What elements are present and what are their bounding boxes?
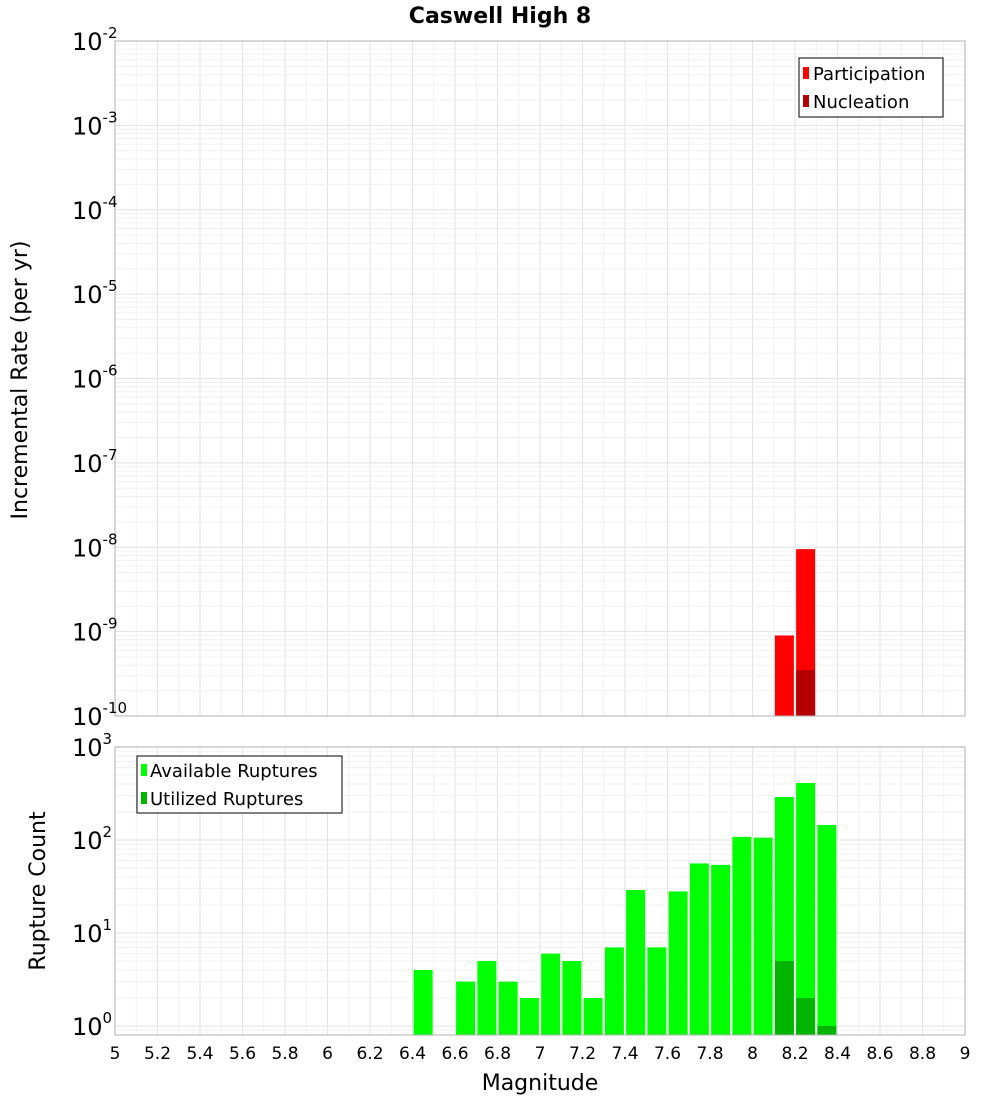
x-tick-label: 8.8 [909,1044,936,1064]
bottom-legend: Available Ruptures Utilized Ruptures [136,755,343,814]
bottom-bar-available-ruptures [456,981,476,1035]
legend-label-nucleation: Nucleation [813,92,909,113]
legend-label-participation: Participation [813,64,925,85]
x-tick-label: 8 [747,1044,758,1064]
bottom-bar-utilized-ruptures [774,960,794,1035]
top-bar-nucleation [796,670,816,716]
x-tick-label: 8.2 [781,1044,808,1064]
bottom-bar-available-ruptures [647,947,667,1035]
x-tick-label: 6 [322,1044,333,1064]
chart-title: Caswell High 8 [409,4,591,29]
bottom-plot-y-axis-label: Rupture Count [26,811,51,971]
bottom-bar-utilized-ruptures [817,1025,837,1035]
top-y-tick-label: 10-4 [72,193,118,225]
legend-swatch-utilized-ruptures [141,792,147,804]
bottom-plot-x-ticks: 5 5.2 5.4 5.6 5.8 6 6.2 6.4 6.6 6.8 7 7.2 7.4 7.6 7.8 8… [110,1044,971,1064]
top-y-tick-label: 10-8 [72,530,118,562]
top-y-tick-label: 10-6 [72,362,118,394]
x-tick-label: 5.8 [271,1044,298,1064]
x-tick-label: 5.4 [186,1044,213,1064]
top-plot: 10-2 10-3 10-4 10-5 10-6 10-7 10-8 10-9 10-10 In… [8,24,966,731]
x-tick-label: 6.2 [356,1044,383,1064]
top-plot-bars [774,549,816,716]
x-tick-label: 7.4 [611,1044,638,1064]
bottom-bar-available-ruptures [498,981,518,1035]
top-y-tick-label: 10-7 [72,446,118,478]
x-tick-label: 7.6 [654,1044,681,1064]
top-plot-border [114,40,966,717]
bottom-y-tick-label: 103 [72,730,112,762]
legend-swatch-nucleation [803,95,809,107]
bottom-plot-y-ticks: 103 102 101 100 [72,730,112,1041]
bottom-bar-utilized-ruptures [796,997,816,1035]
x-axis-label: Magnitude [482,1071,599,1096]
bottom-bar-available-ruptures [732,836,752,1035]
top-y-tick-label: 10-2 [72,24,118,56]
bottom-bar-available-ruptures [711,864,731,1035]
x-tick-label: 7.2 [569,1044,596,1064]
legend-label-utilized-ruptures: Utilized Ruptures [150,789,303,810]
top-plot-grid [114,40,966,717]
bottom-y-tick-label: 102 [72,823,112,855]
bottom-plot-border [114,746,966,1036]
top-y-tick-label: 10-5 [72,277,118,309]
x-tick-label: 5 [110,1044,121,1064]
x-tick-label: 7 [535,1044,546,1064]
top-y-tick-label: 10-9 [72,615,118,647]
x-tick-label: 5.6 [229,1044,256,1064]
bottom-y-tick-label: 101 [72,916,112,948]
bottom-bar-available-ruptures [562,960,582,1035]
bottom-bar-available-ruptures [583,997,603,1035]
bottom-bar-available-ruptures [753,837,773,1035]
bottom-bar-available-ruptures [668,891,688,1035]
bottom-bar-available-ruptures [413,969,433,1035]
bottom-bar-available-ruptures [817,824,837,1035]
top-plot-y-ticks: 10-2 10-3 10-4 10-5 10-6 10-7 10-8 10-9 10-10 [72,24,127,731]
x-tick-label: 6.4 [399,1044,426,1064]
bottom-bar-available-ruptures [541,953,561,1035]
x-tick-label: 5.2 [144,1044,171,1064]
top-y-tick-label: 10-10 [72,699,127,731]
bottom-plot: 103 102 101 100 5 5.2 5.4 5.6 5.8 6 6.2 6.4 6.6 6.8 7… [26,730,970,1096]
bottom-bar-available-ruptures [477,960,497,1035]
bottom-bar-available-ruptures [519,997,539,1035]
bottom-plot-bars [413,783,837,1035]
top-legend: Participation Nucleation [798,57,944,118]
top-legend-box [798,57,944,118]
bottom-bar-available-ruptures [689,863,709,1035]
bottom-y-tick-label: 100 [72,1009,112,1041]
x-tick-label: 8.4 [824,1044,851,1064]
legend-swatch-available-ruptures [141,764,147,776]
bottom-legend-box [136,755,343,814]
x-tick-label: 6.8 [484,1044,511,1064]
x-tick-label: 6.6 [441,1044,468,1064]
top-bar-participation [774,635,794,716]
legend-swatch-participation [803,67,809,79]
x-tick-label: 8.6 [866,1044,893,1064]
bottom-bar-available-ruptures [626,889,646,1035]
bottom-bar-available-ruptures [796,783,816,1035]
x-tick-label: 9 [960,1044,971,1064]
x-tick-label: 7.8 [696,1044,723,1064]
top-plot-y-axis-label: Incremental Rate (per yr) [8,241,33,520]
legend-label-available-ruptures: Available Ruptures [150,761,318,782]
bottom-bar-available-ruptures [604,947,624,1035]
top-y-tick-label: 10-3 [72,108,118,140]
